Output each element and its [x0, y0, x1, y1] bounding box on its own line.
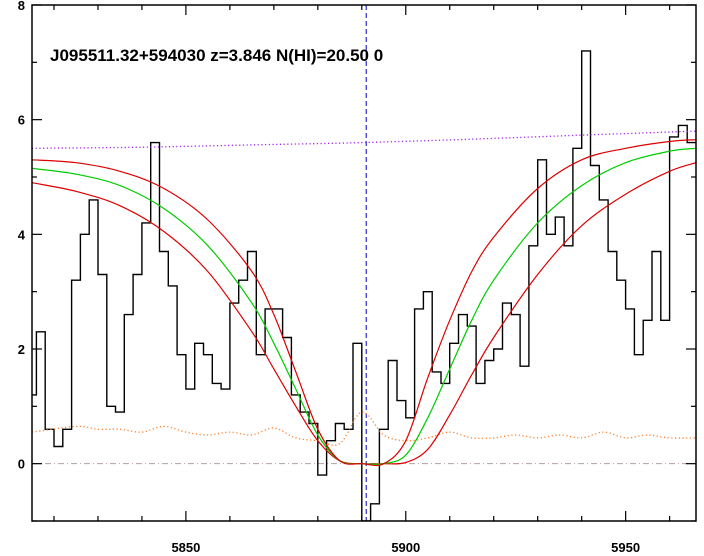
x-tick-label: 5950 [611, 540, 640, 555]
continuum-series [32, 130, 696, 149]
chart-title: J095511.32+594030 z=3.846 N(HI)=20.50 0 [50, 46, 383, 65]
x-tick-label: 5850 [171, 540, 200, 555]
y-tick-label: 2 [18, 342, 25, 357]
y-tick-label: 6 [18, 113, 25, 128]
y-tick-label: 8 [18, 0, 25, 13]
x-tick-label: 5900 [391, 540, 420, 555]
y-tick-label: 4 [18, 227, 26, 242]
flux-histogram [32, 50, 696, 521]
y-tick-label: 0 [18, 457, 25, 472]
plot-frame [31, 4, 697, 522]
error-series [32, 411, 696, 446]
fit-lower-series [32, 162, 696, 465]
fit-best-series [32, 147, 696, 466]
fit-upper-series [32, 139, 696, 467]
